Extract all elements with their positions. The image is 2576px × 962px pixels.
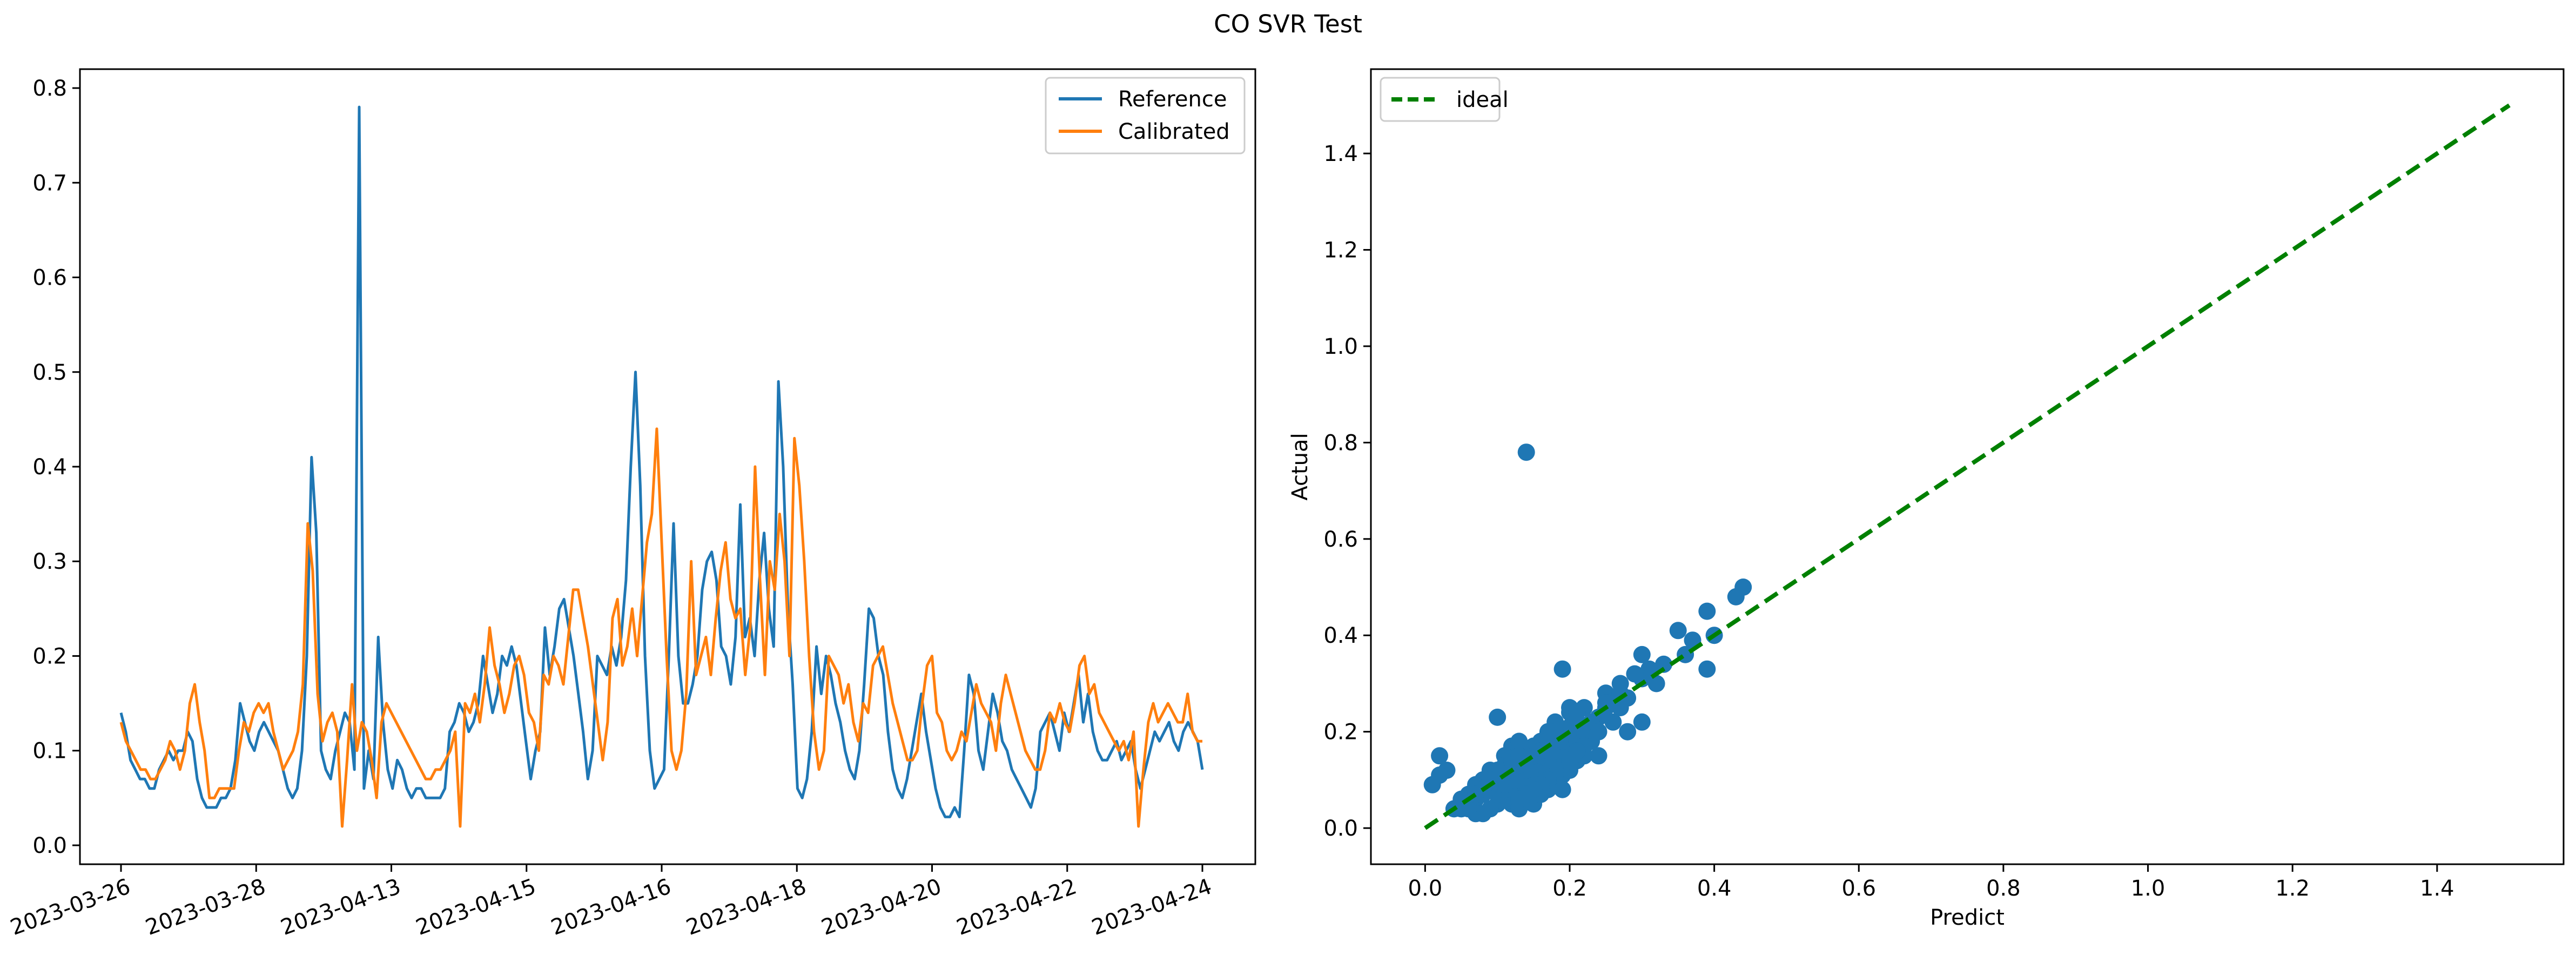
scatter-y-tick-label: 1.4 xyxy=(1323,142,1358,166)
timeseries-x-tick-label: 2023-03-28 xyxy=(142,874,268,940)
timeseries-series xyxy=(119,105,1204,828)
timeseries-y-tick-label: 0.6 xyxy=(32,266,67,291)
timeseries-legend: Reference Calibrated xyxy=(1045,77,1246,154)
scatter-y-tick-label: 1.0 xyxy=(1323,334,1358,359)
scatter-point xyxy=(1626,665,1644,683)
timeseries-axes-frame xyxy=(79,68,1256,865)
scatter-y-tick-label: 0.8 xyxy=(1323,430,1358,455)
timeseries-x-tick-label: 2023-04-20 xyxy=(818,874,945,940)
scatter-legend: ideal xyxy=(1380,77,1509,122)
scatter-y-tick-label: 0.6 xyxy=(1323,527,1358,552)
timeseries-y-tick-label: 0.1 xyxy=(32,739,67,764)
timeseries-x-tick-label: 2023-04-18 xyxy=(683,874,809,940)
scatter-point xyxy=(1633,713,1651,731)
series-line-reference xyxy=(119,105,1204,818)
scatter-point xyxy=(1633,645,1651,663)
scatter-x-axis-label: Predict xyxy=(1930,905,2005,930)
scatter-x-tick-label: 0.4 xyxy=(1697,876,1732,901)
scatter-y-axis-label: Actual xyxy=(1288,433,1313,500)
timeseries-y-tick-label: 0.7 xyxy=(32,171,67,196)
scatter-point xyxy=(1727,588,1745,606)
scatter-point xyxy=(1553,781,1571,798)
scatter-point xyxy=(1489,708,1506,726)
timeseries-x-tick-label: 2023-04-13 xyxy=(278,874,404,940)
series-line-calibrated xyxy=(119,427,1202,828)
scatter-point xyxy=(1510,732,1528,750)
timeseries-y-tick-label: 0.5 xyxy=(32,360,67,385)
scatter-legend-box xyxy=(1380,77,1501,122)
scatter-point xyxy=(1496,776,1514,793)
timeseries-x-tick-label: 2023-03-26 xyxy=(7,874,133,940)
scatter-point xyxy=(1604,713,1622,731)
scatter-point xyxy=(1561,752,1578,770)
scatter-y-ticks: 0.0 0.2 0.4 0.6 0.8 1.0 1.2 1.4 xyxy=(1323,142,1371,841)
scatter-plot: 0.0 0.2 0.4 0.6 0.8 1.0 1.2 1.4 0.0 0.2 0.4 0.6 0.8… xyxy=(1288,68,2565,930)
scatter-points xyxy=(1423,443,1752,823)
scatter-y-tick-label: 0.0 xyxy=(1323,816,1358,841)
figure-title: CO SVR Test xyxy=(1214,10,1362,38)
scatter-point xyxy=(1647,675,1665,692)
scatter-point xyxy=(1669,622,1687,640)
legend-label-reference: Reference xyxy=(1118,87,1227,112)
timeseries-x-tick-label: 2023-04-24 xyxy=(1088,874,1215,940)
scatter-point xyxy=(1517,443,1535,461)
timeseries-y-tick-label: 0.2 xyxy=(32,644,67,669)
scatter-point xyxy=(1590,747,1608,765)
timeseries-y-ticks: 0.0 0.1 0.2 0.3 0.4 0.5 0.6 0.7 0.8 xyxy=(32,76,80,858)
scatter-point xyxy=(1698,602,1716,620)
timeseries-x-tick-label: 2023-04-22 xyxy=(953,874,1080,940)
timeseries-y-tick-label: 0.0 xyxy=(32,833,67,858)
timeseries-y-tick-label: 0.8 xyxy=(32,76,67,101)
scatter-point xyxy=(1568,704,1586,721)
scatter-point xyxy=(1655,655,1672,673)
timeseries-x-tick-label: 2023-04-15 xyxy=(413,874,539,940)
scatter-point xyxy=(1597,694,1615,712)
legend-label-calibrated: Calibrated xyxy=(1118,119,1230,144)
scatter-point xyxy=(1423,776,1441,793)
scatter-point xyxy=(1561,718,1578,736)
scatter-point xyxy=(1553,660,1571,678)
scatter-x-tick-label: 0.8 xyxy=(1986,876,2021,901)
scatter-y-tick-label: 0.4 xyxy=(1323,623,1358,648)
scatter-y-tick-label: 0.2 xyxy=(1323,720,1358,745)
scatter-x-tick-label: 0.0 xyxy=(1408,876,1443,901)
timeseries-x-tick-label: 2023-04-16 xyxy=(548,874,674,940)
timeseries-x-ticks: 2023-03-26 2023-03-28 2023-04-13 2023-04-15… xyxy=(7,864,1215,940)
scatter-x-tick-label: 0.6 xyxy=(1841,876,1876,901)
timeseries-y-tick-label: 0.3 xyxy=(32,549,67,574)
scatter-x-tick-label: 0.2 xyxy=(1552,876,1587,901)
ideal-line xyxy=(1424,103,2511,830)
timeseries-plot: 0.00.10.20.30.40.50.60.70.8 2023-03-26 20… xyxy=(7,68,1256,940)
scatter-x-ticks: 0.0 0.2 0.4 0.6 0.8 1.0 1.2 1.4 xyxy=(1408,864,2454,901)
scatter-point xyxy=(1619,723,1637,741)
timeseries-legend-box xyxy=(1045,77,1246,154)
scatter-point xyxy=(1431,747,1449,765)
scatter-point xyxy=(1698,660,1716,678)
legend-label-ideal: ideal xyxy=(1456,88,1509,112)
scatter-x-tick-label: 1.2 xyxy=(2275,876,2310,901)
scatter-point xyxy=(1510,790,1528,808)
scatter-x-tick-label: 1.0 xyxy=(2131,876,2165,901)
scatter-x-tick-label: 1.4 xyxy=(2420,876,2454,901)
scatter-y-tick-label: 1.2 xyxy=(1323,238,1358,263)
timeseries-y-tick-label: 0.4 xyxy=(32,455,67,480)
